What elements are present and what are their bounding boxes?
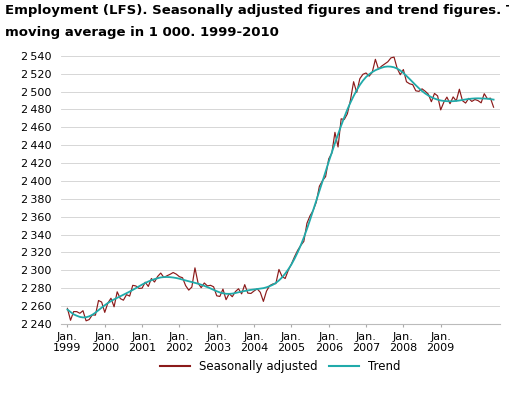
Text: moving average in 1 000. 1999-2010: moving average in 1 000. 1999-2010 [5, 26, 278, 39]
Text: Employment (LFS). Seasonally adjusted figures and trend figures. Three-month: Employment (LFS). Seasonally adjusted fi… [5, 4, 509, 17]
Legend: Seasonally adjusted, Trend: Seasonally adjusted, Trend [155, 356, 405, 378]
